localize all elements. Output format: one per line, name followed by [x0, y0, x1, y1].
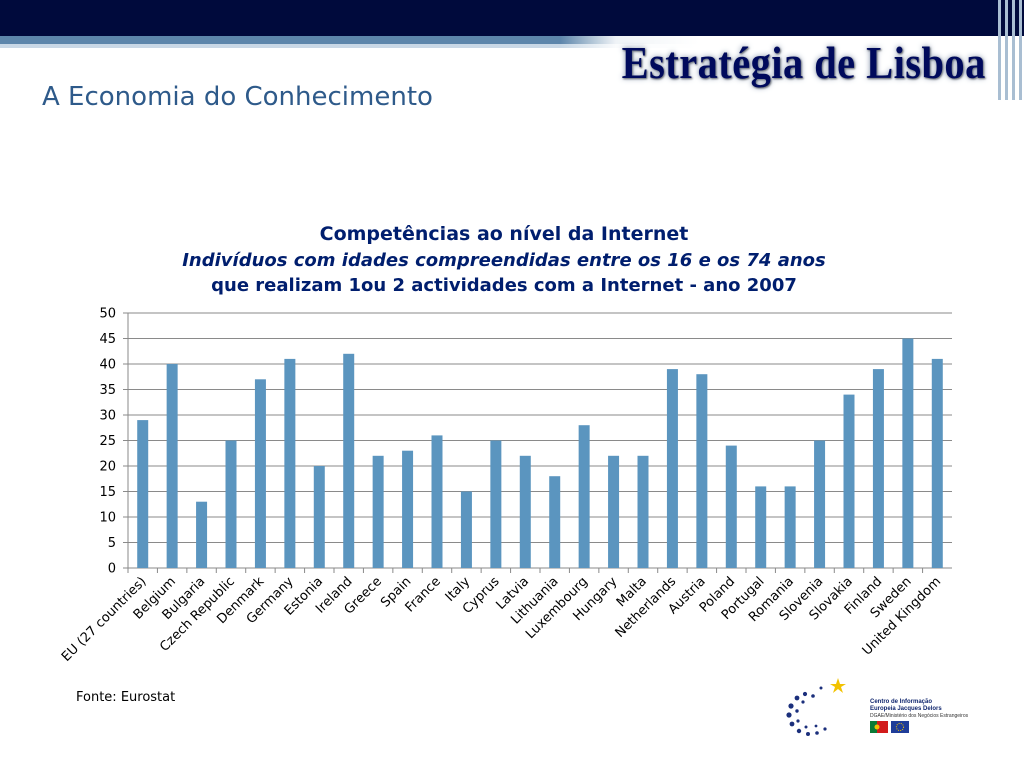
bar: [549, 476, 561, 568]
chart-title: Competências ao nível da Internet: [319, 223, 689, 245]
bar: [872, 369, 884, 568]
bar: [902, 338, 914, 568]
logo-line-1: Centro de Informação: [870, 699, 933, 705]
bar: [225, 440, 237, 568]
bar: [372, 455, 384, 568]
header-stripe: [0, 36, 1024, 44]
y-tick-label: 10: [99, 511, 116, 526]
bar: [460, 491, 472, 568]
bar: [519, 455, 531, 568]
brand-title: Estratégia de Lisboa: [621, 37, 986, 88]
eu-flag-icon: [891, 721, 909, 733]
cied-logo: [786, 678, 909, 736]
bar: [343, 353, 355, 568]
logo-text: Centro de Informação Europeia Jacques De…: [870, 699, 968, 720]
y-tick-label: 15: [99, 485, 116, 500]
bar: [196, 501, 208, 568]
bar: [431, 435, 443, 568]
y-tick-label: 20: [99, 460, 116, 475]
chart-subtitle-line1: Indivíduos com idades compreendidas entr…: [182, 250, 826, 271]
y-tick-label: 50: [99, 307, 116, 322]
bar: [490, 440, 502, 568]
bar: [166, 364, 178, 568]
bar: [696, 374, 708, 568]
y-tick-label: 30: [99, 409, 116, 424]
bar: [814, 440, 826, 568]
logo-c-icon: [786, 686, 827, 736]
logo-line-3: DGAE/Ministério dos Negócios Estrangeiro…: [870, 713, 969, 719]
bar: [755, 486, 767, 568]
portugal-flag-icon: [870, 721, 888, 733]
header-bar: [0, 0, 1024, 36]
decorative-lines: [994, 0, 1024, 100]
source-note: Fonte: Eurostat: [76, 690, 176, 705]
header-stripe-light: [0, 44, 1024, 48]
bar: [608, 455, 620, 568]
y-tick-label: 0: [108, 562, 116, 577]
chart-subtitle-line2: que realizam 1ou 2 actividades com a Int…: [211, 275, 797, 296]
slide-subtitle: A Economia do Conhecimento: [42, 82, 433, 112]
bar: [578, 425, 590, 568]
bar: [784, 486, 796, 568]
y-tick-label: 25: [99, 434, 116, 449]
bar: [843, 394, 855, 568]
bar: [666, 369, 678, 568]
logo-star-icon: [830, 678, 846, 693]
y-tick-label: 35: [99, 383, 116, 398]
brand-banner: [560, 36, 1024, 100]
chart-title-block: Competências ao nível da Internet Indiví…: [100, 220, 908, 298]
y-tick-label: 45: [99, 332, 116, 347]
bar: [137, 420, 149, 568]
y-tick-label: 40: [99, 358, 116, 373]
bar: [313, 466, 325, 568]
bar: [931, 358, 943, 568]
bar: [637, 455, 649, 568]
bar: [402, 450, 414, 568]
logo-line-2: Europeia Jacques Delors: [870, 706, 942, 712]
bar: [725, 445, 737, 568]
bar: [254, 379, 266, 568]
x-tick-label: EU (27 countries): [59, 574, 150, 665]
bar: [284, 358, 296, 568]
y-tick-label: 5: [108, 536, 116, 551]
